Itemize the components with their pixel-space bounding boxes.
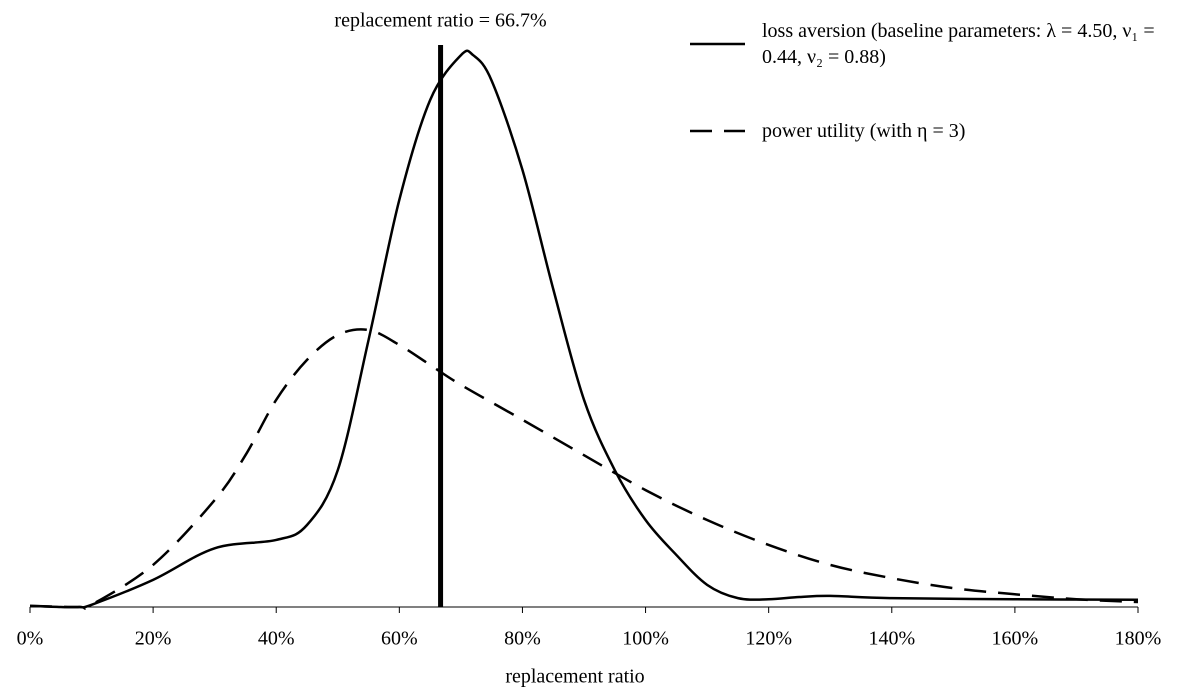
x-tick-label: 0% <box>17 628 44 650</box>
x-tick-label: 20% <box>135 628 172 650</box>
legend-label: loss aversion (baseline parameters: λ = … <box>762 20 1155 68</box>
line-series <box>29 328 1139 610</box>
line-series <box>29 49 1139 609</box>
x-axis-label: replacement ratio <box>505 666 644 688</box>
x-tick-label: 100% <box>622 628 669 650</box>
x-tick-label: 180% <box>1115 628 1162 650</box>
x-tick-label: 40% <box>258 628 295 650</box>
x-tick-label: 140% <box>868 628 915 650</box>
x-tick-label: 120% <box>745 628 792 650</box>
annotation-label: replacement ratio = 66.7% <box>334 10 546 32</box>
x-tick-label: 80% <box>504 628 541 650</box>
x-tick-label: 60% <box>381 628 418 650</box>
x-tick-label: 160% <box>992 628 1039 650</box>
legend-label: power utility (with η = 3) <box>762 120 966 142</box>
